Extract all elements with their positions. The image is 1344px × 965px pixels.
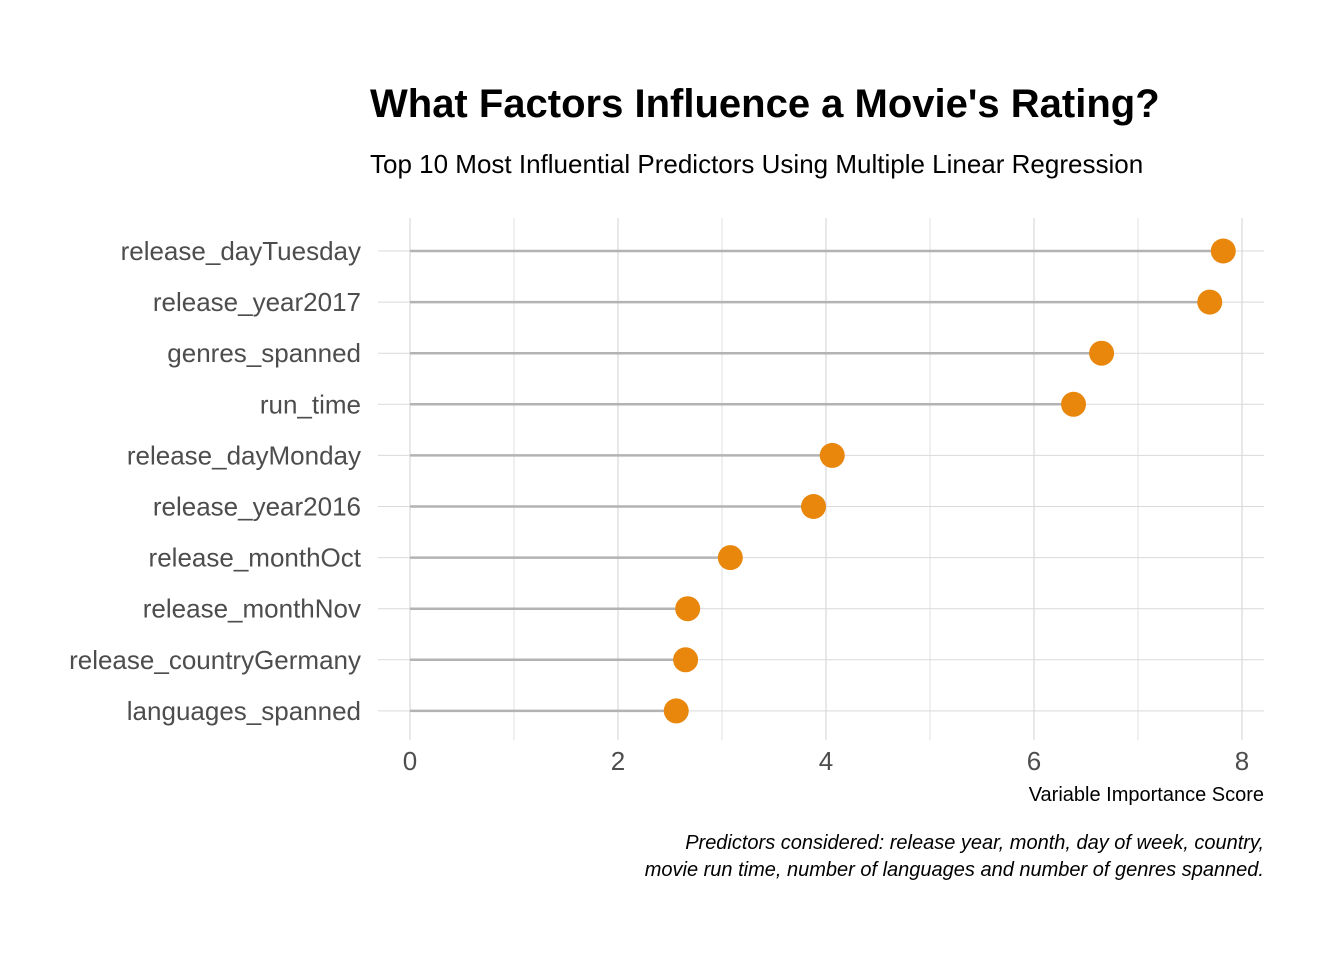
lollipop-point (663, 698, 689, 724)
lollipop-point (675, 596, 701, 622)
lollipop-point (1089, 340, 1115, 366)
chart-title: What Factors Influence a Movie's Rating? (370, 82, 1160, 126)
grid-lines (378, 218, 1264, 740)
x-tick-label: 6 (1027, 746, 1041, 776)
lollipop-point (819, 442, 845, 468)
y-tick-label: release_monthNov (143, 594, 361, 624)
y-tick-label: release_year2017 (153, 287, 361, 317)
caption-line-1: Predictors considered: release year, mon… (685, 832, 1264, 854)
x-tick-label: 8 (1235, 746, 1249, 776)
x-tick-label: 4 (819, 746, 833, 776)
chart-subtitle: Top 10 Most Influential Predictors Using… (370, 149, 1143, 179)
lollipop-point (673, 647, 699, 673)
x-tick-labels: 0 2 4 6 8 (403, 746, 1249, 776)
y-tick-label: release_year2016 (153, 492, 361, 522)
lollipop-point (1210, 238, 1236, 264)
x-tick-label: 0 (403, 746, 417, 776)
x-axis-title: Variable Importance Score (1029, 784, 1264, 806)
y-tick-label: release_dayTuesday (121, 236, 361, 266)
y-tick-labels: release_dayTuesday release_year2017genres… (69, 236, 362, 726)
lollipop-point (801, 494, 827, 519)
lollipop-point (1061, 391, 1087, 417)
y-tick-label: release_countryGermany (69, 645, 361, 675)
lollipop-points (663, 238, 1236, 724)
lollipop-point (1197, 289, 1223, 315)
y-tick-label: release_monthOct (149, 543, 362, 573)
lollipop-point (717, 545, 743, 571)
x-tick-label: 2 (611, 746, 625, 776)
y-tick-label: release_dayMonday (127, 440, 361, 470)
caption-line-2: movie run time, number of languages and … (645, 859, 1264, 881)
y-tick-label: genres_spanned (167, 338, 361, 368)
y-tick-label: languages_spanned (127, 696, 361, 726)
y-tick-label: run_time (260, 389, 361, 419)
lollipop-segments (410, 249, 1224, 713)
